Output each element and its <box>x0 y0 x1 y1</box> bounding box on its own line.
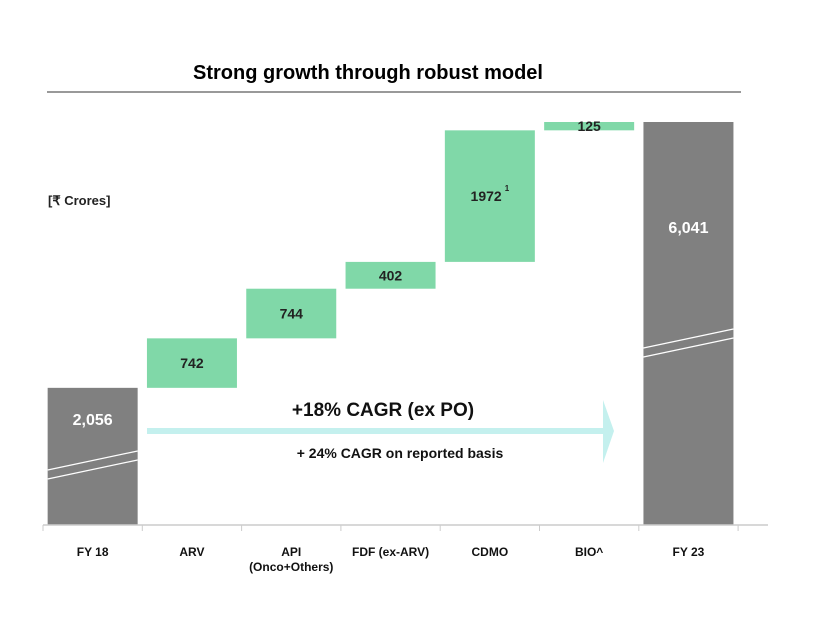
cagr-main-annotation: +18% CAGR (ex PO) <box>292 400 474 421</box>
value-label: 744 <box>280 306 304 322</box>
category-label: FY 23 <box>673 545 705 559</box>
chart-title: Strong growth through robust model <box>193 62 543 84</box>
category-label: CDMO <box>472 545 509 559</box>
bar-2 <box>246 288 337 339</box>
category-label: ARV <box>179 545 204 559</box>
category-sublabel: (Onco+Others) <box>249 560 333 574</box>
bar-1 <box>146 338 237 388</box>
footnote-mark: 1 <box>505 184 510 193</box>
axis-break-line <box>643 328 734 349</box>
bar-5 <box>544 122 635 131</box>
unit-label: [₹ Crores] <box>48 193 110 208</box>
category-label: FY 18 <box>77 545 109 559</box>
axis-break-line <box>47 450 138 471</box>
axis-break-line <box>643 337 734 358</box>
value-label: 402 <box>379 267 403 283</box>
category-label: FDF (ex-ARV) <box>352 545 429 559</box>
bar-4 <box>444 130 535 262</box>
value-label: 125 <box>577 118 601 134</box>
axis-break-line <box>47 459 138 480</box>
value-label: 742 <box>180 355 204 371</box>
value-label: 6,041 <box>668 220 708 237</box>
bar-0 <box>47 387 138 525</box>
value-label: 2,056 <box>73 412 113 429</box>
category-label: API <box>281 545 301 559</box>
bar-3 <box>345 261 436 289</box>
category-label: BIO^ <box>575 545 603 559</box>
cagr-sub-annotation: + 24% CAGR on reported basis <box>297 445 504 461</box>
value-label: 1972 1 <box>471 184 510 204</box>
bar-6 <box>643 122 734 525</box>
arrow-shape <box>147 400 614 463</box>
cagr-arrow <box>147 400 614 463</box>
